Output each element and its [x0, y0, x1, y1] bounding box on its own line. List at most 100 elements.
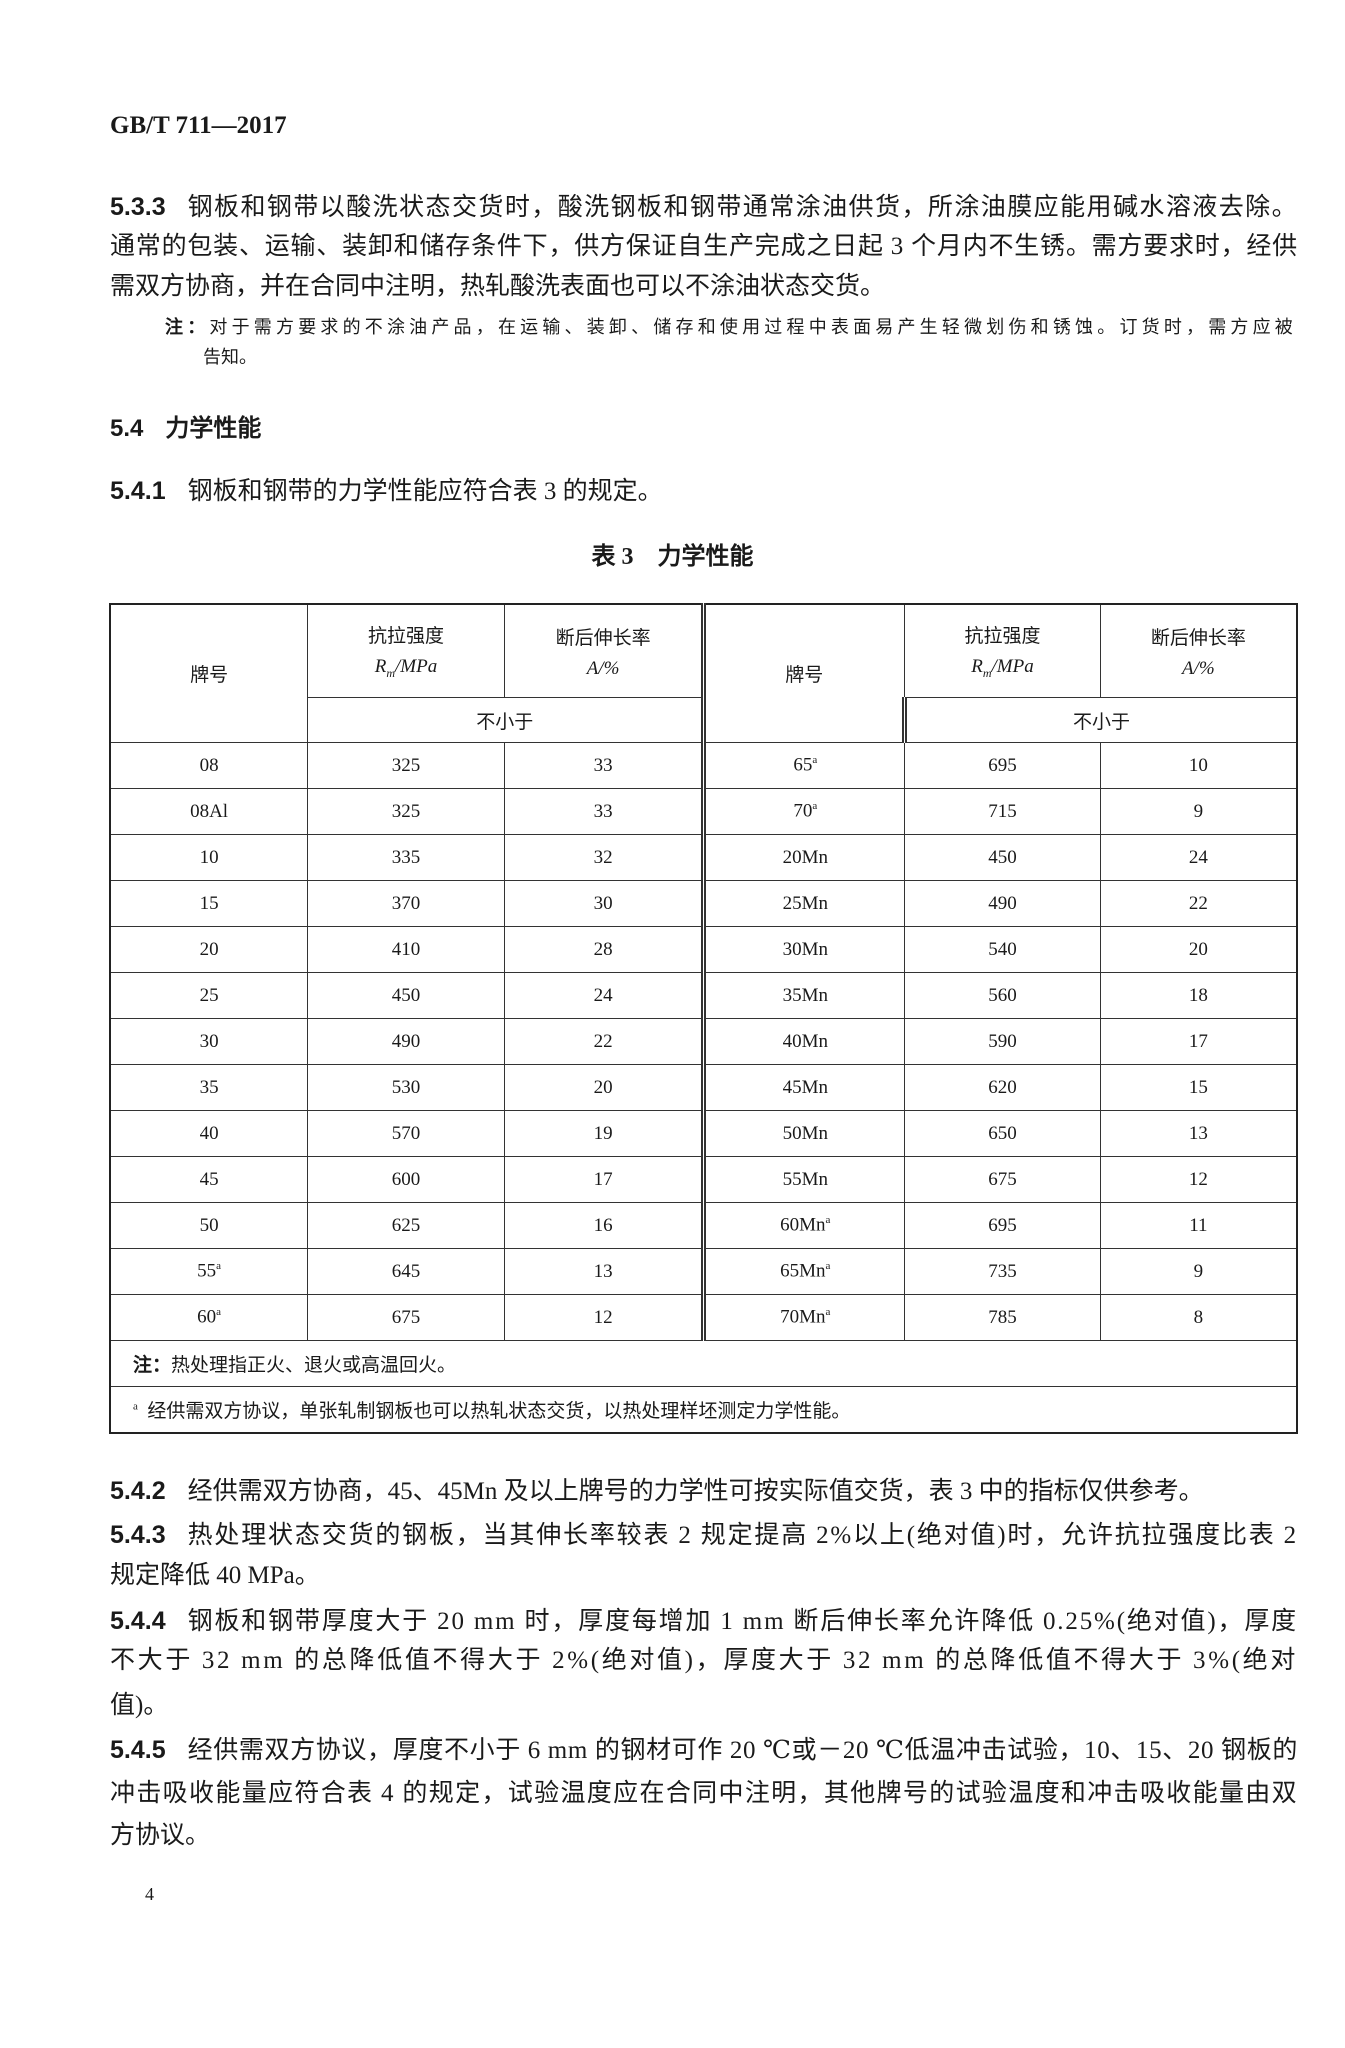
cell-grade: 20: [109, 926, 309, 973]
note-label: 注：: [165, 317, 210, 337]
min-label: 不小于: [307, 697, 705, 743]
cell-grade: 60Mna: [701, 1202, 906, 1249]
table-note-row: 注：热处理指正火、退火或高温回火。: [109, 1340, 1298, 1387]
cell-grade: 08Al: [109, 788, 309, 835]
cell-elongation: 9: [1099, 788, 1298, 835]
footnote-text: 经供需双方协议，单张轧制钢板也可以热轧状态交货，以热处理样坯测定力学性能。: [147, 1401, 851, 1422]
clause-number: 5.4.3: [110, 1521, 166, 1549]
cell-elongation: 8: [1099, 1294, 1298, 1341]
table-subheader-row: 不小于 不小于: [110, 697, 1298, 743]
cell-grade: 10: [109, 834, 309, 881]
cell-tensile: 695: [904, 1202, 1101, 1249]
cell-elongation: 20: [503, 1064, 705, 1111]
cell-tensile: 325: [307, 742, 505, 789]
cell-tensile: 530: [307, 1064, 505, 1111]
footnote-mark: a: [812, 754, 818, 767]
header-elongation: 断后伸长率 A/%: [503, 603, 705, 698]
clause-5-4-5-line-1: 5.4.5 经供需双方协议，厚度不小于 6 mm 的钢材可作 20 ℃或－20 ℃…: [110, 1733, 1298, 1768]
cell-elongation: 32: [503, 834, 705, 881]
clause-text: 经供需双方协议，厚度不小于 6 mm 的钢材可作 20 ℃或－20 ℃低温冲击试…: [187, 1737, 1298, 1764]
note-5-3-3-cont: 告知。: [203, 347, 257, 367]
mechanical-properties-table: 牌号 抗拉强度 Rm/MPa 断后伸长率 A/% 牌号 抗拉强度 Rm/MPa 断后伸…: [109, 603, 1298, 1434]
cell-grade: 70Mna: [701, 1294, 906, 1341]
clause-text: 钢板和钢带以酸洗状态交货时，酸洗钢板和钢带通常涂油供货，所涂油膜应能用碱水溶液去…: [187, 194, 1299, 221]
clause-5-3-3-line-2: 通常的包装、运输、装卸和储存条件下，供方保证自生产完成之日起 3 个月内不生锈。…: [110, 230, 1298, 264]
cell-grade: 15: [109, 880, 309, 927]
cell-tensile: 490: [307, 1018, 505, 1065]
cell-grade: 70a: [701, 788, 906, 835]
table-row: 15 370 30 25Mn 490 22: [109, 880, 1298, 927]
cell-elongation: 11: [1099, 1202, 1298, 1249]
clause-5-4-5-line-3: 方协议。: [110, 1819, 1298, 1853]
clause-text: 通常的包装、运输、装卸和储存条件下，供方保证自生产完成之日起 3 个月内不生锈。…: [110, 233, 1298, 260]
footnote-mark: a: [133, 1400, 138, 1413]
clause-5-4-3-line-2: 规定降低 40 MPa。: [110, 1559, 1298, 1593]
table-row: 35 530 20 45Mn 620 15: [109, 1064, 1298, 1111]
cell-tensile: 675: [307, 1294, 505, 1341]
cell-tensile: 695: [904, 742, 1101, 789]
cell-elongation: 12: [1099, 1156, 1298, 1203]
cell-tensile: 540: [904, 926, 1101, 973]
table-header-row: 牌号 抗拉强度 Rm/MPa 断后伸长率 A/% 牌号 抗拉强度 Rm/MPa 断后伸…: [109, 603, 1298, 743]
cell-elongation: 10: [1099, 742, 1298, 789]
cell-elongation: 13: [503, 1248, 705, 1295]
cell-grade: 50Mn: [701, 1110, 906, 1157]
table-row: 40 570 19 50Mn 650 13: [109, 1110, 1298, 1157]
cell-elongation: 9: [1099, 1248, 1298, 1295]
table-row: 45 600 17 55Mn 675 12: [109, 1156, 1298, 1203]
footnote-mark: a: [825, 1214, 831, 1227]
clause-text: 需双方协商，并在合同中注明，热轧酸洗表面也可以不涂油状态交货。: [110, 273, 886, 300]
table-row: 08Al 325 33 70a 715 9: [109, 788, 1298, 835]
cell-tensile: 650: [904, 1110, 1101, 1157]
clause-number: 5.4.4: [110, 1607, 166, 1635]
table-footnote-row: a 经供需双方协议，单张轧制钢板也可以热轧状态交货，以热处理样坯测定力学性能。: [109, 1386, 1298, 1434]
cell-elongation: 17: [503, 1156, 705, 1203]
cell-tensile: 570: [307, 1110, 505, 1157]
cell-grade: 35: [109, 1064, 309, 1111]
cell-grade: 30: [109, 1018, 309, 1065]
clause-text: 钢板和钢带厚度大于 20 mm 时，厚度每增加 1 mm 断后伸长率允许降低 0…: [187, 1608, 1298, 1635]
cell-elongation: 19: [503, 1110, 705, 1157]
clause-5-4-2-line-1: 5.4.2 经供需双方协商，45、45Mn 及以上牌号的力学性可按实际值交货，表 …: [110, 1474, 1298, 1509]
section-number: 5.4: [110, 415, 144, 442]
table-caption: 表 3 力学性能: [591, 544, 754, 570]
clause-text: 经供需双方协商，45、45Mn 及以上牌号的力学性可按实际值交货，表 3 中的指…: [187, 1478, 1204, 1505]
clause-number: 5.3.3: [110, 193, 166, 221]
table-row: 25 450 24 35Mn 560 18: [109, 972, 1298, 1019]
clause-5-4-1: 5.4.1 钢板和钢带的力学性能应符合表 3 的规定。: [110, 474, 1298, 509]
clause-number: 5.4.1: [110, 477, 166, 505]
table-row: 55a 645 13 65Mna 735 9: [109, 1248, 1298, 1295]
clause-text: 热处理状态交货的钢板，当其伸长率较表 2 规定提高 2%以上(绝对值)时，允许抗…: [187, 1522, 1298, 1549]
cell-elongation: 33: [503, 742, 705, 789]
cell-elongation: 33: [503, 788, 705, 835]
cell-elongation: 28: [503, 926, 705, 973]
cell-grade: 30Mn: [701, 926, 906, 973]
header-elongation-2: 断后伸长率 A/%: [1099, 603, 1298, 698]
footnote-mark: a: [825, 1306, 831, 1319]
note-label: 注：: [133, 1355, 172, 1376]
cell-grade: 65a: [701, 742, 906, 789]
cell-tensile: 735: [904, 1248, 1101, 1295]
footnote-mark: a: [825, 1260, 831, 1273]
cell-elongation: 24: [1099, 834, 1298, 881]
cell-elongation: 17: [1099, 1018, 1298, 1065]
cell-grade: 55a: [109, 1248, 309, 1295]
header-grade: 牌号: [109, 603, 309, 743]
cell-elongation: 13: [1099, 1110, 1298, 1157]
clause-text: 钢板和钢带的力学性能应符合表 3 的规定。: [187, 478, 663, 505]
footnote-mark: a: [812, 800, 818, 813]
cell-tensile: 335: [307, 834, 505, 881]
header-tensile: 抗拉强度 Rm/MPa: [307, 603, 505, 698]
cell-tensile: 675: [904, 1156, 1101, 1203]
cell-tensile: 590: [904, 1018, 1101, 1065]
cell-grade: 60a: [109, 1294, 309, 1341]
cell-elongation: 15: [1099, 1064, 1298, 1111]
section-5-4-heading: 5.4 力学性能: [110, 412, 1298, 446]
cell-grade: 25: [109, 972, 309, 1019]
cell-grade: 20Mn: [701, 834, 906, 881]
min-label-2: 不小于: [902, 697, 1298, 743]
page-number: 4: [145, 1884, 154, 1904]
table-row: 08 325 33 65a 695 10: [109, 742, 1298, 789]
cell-tensile: 490: [904, 880, 1101, 927]
cell-elongation: 24: [503, 972, 705, 1019]
